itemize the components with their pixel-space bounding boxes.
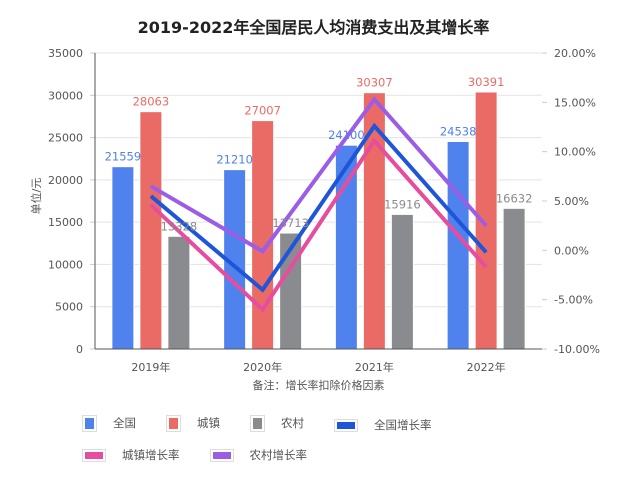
y2-tick-label: 15.00% [554, 96, 596, 109]
y-tick-label: 10000 [48, 258, 83, 271]
legend-line-icon [209, 448, 234, 462]
bar-value-label: 13713 [272, 216, 309, 230]
axes: 0 5000 10000 15000 20000 25000 30000 35000 -10.0… [29, 47, 600, 392]
legend: 全国 城镇 农村 全国增长率城镇增长率 农村增长率 [82, 412, 582, 474]
bar-value-label: 13328 [161, 219, 198, 233]
legend-square-icon [250, 414, 265, 432]
x-axis-title: 备注：增长率扣除价格因素 [253, 378, 385, 392]
legend-line-icon [82, 448, 106, 462]
bar-全国 [111, 166, 135, 350]
legend-square-icon [166, 414, 181, 432]
x-tick-label: 2022年 [467, 360, 506, 374]
x-tick-label: 2019年 [131, 360, 170, 374]
y-tick-label: 25000 [48, 132, 83, 145]
legend-label: 全国增长率 [374, 418, 432, 432]
y-tick-label: 5000 [55, 301, 83, 314]
bar-value-label: 15916 [384, 197, 421, 211]
legend-label: 农村 [281, 416, 304, 430]
y-tick-label: 30000 [48, 89, 83, 102]
y2-tick-label: -10.00% [554, 343, 600, 356]
legend-line-icon [334, 418, 358, 432]
bar-value-label: 24100 [328, 128, 365, 142]
bar-value-label: 30307 [356, 76, 393, 90]
bar-value-label: 27007 [244, 104, 281, 118]
bar-城镇 [139, 111, 163, 350]
y2-tick-label: 5.00% [554, 195, 589, 208]
y2-tick-label: -5.00% [554, 294, 593, 307]
bar-农村 [390, 213, 414, 350]
y-tick-label: 35000 [48, 47, 83, 60]
y-tick-label: 15000 [48, 216, 83, 229]
y2-tick-label: 0.00% [554, 244, 589, 257]
y-tick-label: 0 [76, 343, 83, 356]
legend-item[interactable]: 城镇增长率 [82, 444, 180, 466]
line-全国增长率 [149, 122, 488, 293]
bar-value-label: 30391 [468, 75, 505, 89]
legend-label: 城镇 [197, 416, 220, 430]
bar-城镇 [474, 91, 498, 350]
legend-item[interactable]: 城镇 [166, 412, 220, 434]
bar-series [111, 91, 526, 350]
y2-tick-label: 20.00% [554, 47, 596, 60]
bar-农村 [167, 235, 191, 350]
legend-square-icon [82, 414, 97, 432]
line-农村增长率 [149, 96, 488, 254]
line-城镇增长率 [149, 137, 488, 313]
legend-item[interactable]: 全国增长率 [334, 414, 432, 436]
legend-item[interactable]: 农村 [250, 412, 304, 434]
legend-item[interactable]: 全国 [82, 412, 136, 434]
y-axis-title: 单位/元 [29, 178, 43, 215]
bar-城镇 [362, 92, 386, 350]
bar-value-label: 21210 [216, 153, 253, 167]
legend-label: 农村增长率 [249, 448, 308, 462]
bar-value-label: 21559 [105, 150, 142, 164]
legend-item[interactable]: 农村增长率 [209, 444, 308, 466]
bar-value-label: 28063 [133, 95, 170, 109]
bar-value-label: 16632 [496, 191, 533, 205]
data-labels: 21559 21210 24100 24538 28063 27007 30307 30391… [105, 75, 533, 233]
bar-value-label: 24538 [440, 124, 477, 138]
x-tick-label: 2020年 [243, 360, 282, 374]
bar-农村 [502, 207, 526, 350]
legend-label: 全国 [113, 416, 136, 430]
y2-tick-label: 10.00% [554, 146, 596, 159]
legend-label: 城镇增长率 [122, 448, 180, 462]
line-series [149, 96, 488, 313]
bar-城镇 [251, 120, 275, 350]
x-tick-label: 2021年 [355, 360, 394, 374]
y-tick-label: 20000 [48, 174, 83, 187]
chart-title: 2019-2022年全国居民人均消费支出及其增长率 [137, 18, 490, 37]
